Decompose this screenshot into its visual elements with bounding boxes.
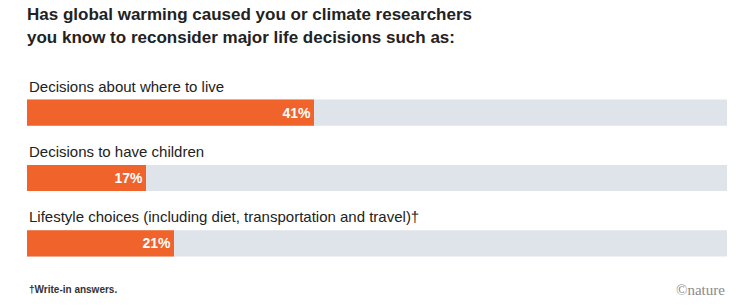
svg-text:Lifestyle choices (including d: Lifestyle choices (including diet, trans… [29, 208, 419, 225]
svg-text:©nature: ©nature [676, 282, 725, 298]
svg-text:21%: 21% [142, 235, 171, 251]
svg-text:Decisions about where to live: Decisions about where to live [29, 78, 224, 95]
svg-text:17%: 17% [114, 170, 143, 186]
svg-text:Has global warming caused you: Has global warming caused you or climate… [27, 5, 472, 46]
svg-text:Decisions to have children: Decisions to have children [29, 143, 204, 160]
svg-text:†Write-in answers.: †Write-in answers. [29, 284, 117, 295]
svg-text:41%: 41% [282, 105, 311, 121]
